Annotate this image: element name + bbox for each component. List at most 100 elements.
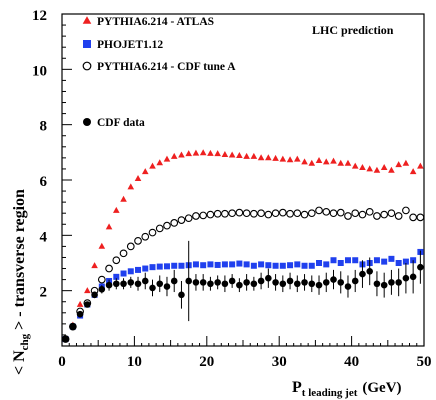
data-point-filled-circle [141,277,149,285]
data-point-square [163,263,170,270]
data-point-filled-circle [322,279,330,286]
data-point-square [149,264,156,271]
data-point-square [308,262,315,269]
data-point-square [301,262,308,269]
y-tick-label: 8 [40,119,48,135]
data-point-filled-circle [402,274,410,282]
data-point-filled-circle [120,280,127,288]
data-point-triangle [351,162,359,169]
data-point-square [250,262,257,269]
data-point-open-circle [141,232,150,241]
data-point-filled-circle [417,263,424,271]
data-point-triangle [134,175,142,182]
data-point-open-circle [119,249,128,258]
data-point-open-circle [409,213,417,222]
data-point-filled-circle [214,279,221,286]
data-point-filled-circle [178,291,185,299]
data-point-triangle [76,300,84,307]
data-point-open-circle [221,209,229,218]
data-point-open-circle [351,209,360,218]
data-point-open-circle [329,209,338,218]
data-point-square [142,265,149,272]
data-point-open-circle [271,209,280,218]
data-point-filled-circle [192,279,200,286]
data-point-square [337,260,344,266]
data-point-square [402,258,409,265]
data-point-square [344,257,351,264]
data-point-filled-circle [286,277,294,285]
x-tick-label: 0 [58,354,66,370]
data-point-triangle [395,161,402,168]
annotation-lhc-prediction: LHC prediction [312,23,394,37]
data-point-triangle [91,262,98,269]
data-point-open-circle [155,224,164,233]
y-tick-label: 2 [40,285,48,301]
data-point-triangle [279,155,287,162]
data-point-filled-circle [105,281,113,289]
data-point-triangle [286,156,294,163]
data-point-filled-circle [373,280,381,288]
data-point-open-circle [286,209,294,218]
data-point-open-circle [358,210,367,219]
data-point-open-circle [177,216,186,224]
legend-label: PYTHIA6.214 - CDF tune A [97,61,236,73]
data-point-square [236,260,243,267]
data-point-filled-circle [185,277,192,285]
x-tick-label: 50 [417,354,432,370]
data-point-filled-circle [409,273,417,281]
data-point-triangle [294,155,301,162]
data-marks [61,149,425,343]
legend-label: CDF data [97,117,145,129]
legend: PYTHIA6.214 - ATLAS PHOJET1.12 PYTHIA6.2… [82,16,236,129]
data-point-filled-circle [344,283,352,290]
legend-item: PYTHIA6.214 - CDF tune A [82,61,236,73]
data-point-square [135,266,142,273]
data-point-filled-circle [84,301,91,308]
data-point-open-circle [293,209,302,218]
data-point-triangle [221,150,229,157]
data-point-open-circle [278,208,287,217]
legend-item: PYTHIA6.214 - ATLAS [82,16,214,28]
data-point-filled-circle [127,279,135,286]
data-point-triangle [120,195,127,202]
data-point-square [287,262,294,269]
data-point-open-circle [250,209,258,218]
data-point-square [200,262,207,269]
data-point-triangle [409,168,417,175]
data-point-triangle [272,154,279,161]
data-point-filled-circle [366,268,374,275]
data-point-filled-circle [272,279,279,286]
data-point-triangle [207,149,214,156]
data-point-open-circle [257,209,265,218]
data-point-triangle [380,163,388,170]
data-point-triangle [417,162,424,169]
data-point-filled-circle [91,291,98,299]
data-point-filled-circle [113,280,120,288]
data-point-filled-circle [156,280,164,288]
data-point-square [258,261,265,268]
data-point-square [207,261,214,268]
data-point-triangle [127,183,135,190]
data-point-filled-circle [388,279,395,286]
data-point-open-circle [148,228,157,237]
data-point-square [388,255,395,262]
data-point-square [120,270,127,277]
data-point-filled-circle [76,310,84,318]
data-point-filled-circle [250,280,258,288]
data-point-open-circle [184,214,193,223]
data-point-square [330,257,337,264]
data-point-open-circle [163,221,171,230]
data-point-filled-circle [98,285,106,293]
data-point-triangle [228,151,236,158]
data-point-open-circle [315,206,323,215]
data-point-filled-circle [134,280,142,288]
data-point-triangle [308,159,316,166]
data-point-open-circle [365,207,374,216]
data-point-square [178,262,185,269]
data-point-open-circle [97,275,106,284]
data-point-square [243,261,250,268]
data-point-square [316,260,323,266]
data-point-filled-circle [351,277,359,285]
data-point-filled-circle [228,277,236,285]
